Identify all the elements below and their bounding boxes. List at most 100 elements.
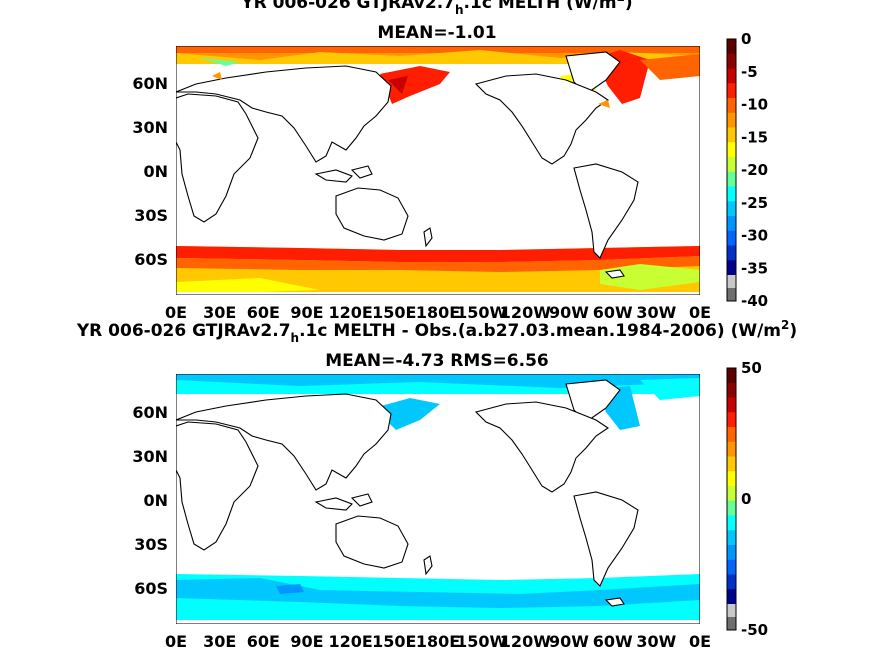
colorbar-swatch (727, 127, 736, 143)
colorbar-swatch (727, 98, 736, 114)
colorbar-swatch (727, 53, 736, 69)
lon-label: 60E (247, 632, 280, 651)
colorbar-swatch (727, 427, 736, 443)
lat-label: 60N (132, 74, 168, 93)
colorbar-swatch (727, 216, 736, 232)
colorbar-tick-label: -50 (741, 621, 768, 639)
lon-label: 0E (689, 303, 711, 322)
colorbar-swatch (727, 589, 736, 605)
colorbar-swatch (727, 230, 736, 246)
colorbar-tick-label: -20 (741, 161, 768, 179)
lat-label: 30N (132, 118, 168, 137)
bottom-panel-title: YR 006-026 GTJRAv2.7h.1c MELTH - Obs.(a.… (76, 318, 797, 345)
colorbar-tick-label: -15 (741, 128, 768, 146)
colorbar-swatch (727, 245, 736, 261)
colorbar-undef-swatch (727, 604, 736, 617)
lon-label: 30E (203, 303, 236, 322)
lon-label: 150W (456, 303, 507, 322)
colorbar-swatch (727, 157, 736, 173)
colorbar-undef-swatch (727, 275, 736, 288)
colorbar-swatch (727, 68, 736, 84)
lon-label: 90E (290, 632, 323, 651)
bottom-panel-subtitle: MEAN=-4.73 RMS=6.56 (325, 351, 549, 371)
lat-label: 60S (134, 579, 168, 598)
colorbar-tick-label: 50 (741, 359, 762, 377)
top-panel-title: YR 006-026 GTJRAv2.7h.1c MELTH (W/m2) (240, 0, 632, 17)
colorbar-swatch (727, 545, 736, 561)
lat-label: 0N (143, 162, 168, 181)
lon-label: 30W (636, 303, 676, 322)
colorbar-frame (726, 38, 737, 302)
lon-label: 0E (165, 303, 187, 322)
lon-label: 30E (203, 632, 236, 651)
colorbar-undef-swatch (727, 617, 736, 630)
colorbar-frame (726, 367, 737, 631)
bottom-map (176, 374, 700, 624)
lon-label: 120W (500, 632, 551, 651)
colorbar-tick-label: 0 (741, 490, 751, 508)
lat-label: 0N (143, 491, 168, 510)
lat-label: 30S (134, 535, 168, 554)
colorbar-tick-label: -40 (741, 292, 768, 310)
lon-label: 150W (456, 632, 507, 651)
lon-label: 180E (416, 632, 460, 651)
colorbar-swatch (727, 574, 736, 590)
colorbar-tick-label: -25 (741, 194, 768, 212)
colorbar-swatch (727, 142, 736, 158)
colorbar-swatch (727, 186, 736, 202)
colorbar-swatch (727, 471, 736, 487)
bottom-lat-labels: 60N 30N 0N 30S 60S (132, 403, 168, 598)
lon-label: 30W (636, 632, 676, 651)
lon-label: 180E (416, 303, 460, 322)
colorbar-swatch (727, 397, 736, 413)
top-panel-subtitle: MEAN=-1.01 (377, 23, 496, 43)
lon-label: 60W (593, 632, 633, 651)
colorbar-swatch (727, 515, 736, 531)
colorbar-tick-label: -5 (741, 63, 758, 81)
colorbar-swatch (727, 382, 736, 398)
lon-label: 0E (689, 632, 711, 651)
colorbar-swatch (727, 456, 736, 472)
lon-label: 60W (593, 303, 633, 322)
lat-label: 30N (132, 447, 168, 466)
colorbar-tick-label: -35 (741, 259, 768, 277)
lon-label: 150E (372, 632, 416, 651)
lat-label: 60N (132, 403, 168, 422)
colorbar-swatch (727, 39, 736, 55)
lon-label: 90W (549, 303, 589, 322)
colorbar-swatch (727, 260, 736, 276)
colorbar-swatch (727, 559, 736, 575)
colorbar-tick-label: -10 (741, 96, 768, 114)
lon-label: 120E (329, 303, 373, 322)
colorbar-swatch (727, 368, 736, 384)
lat-label: 60S (134, 250, 168, 269)
top-lat-labels: 60N 30N 0N 30S 60S (132, 74, 168, 269)
colorbar-tick-label: -30 (741, 227, 768, 245)
lon-label: 0E (165, 632, 187, 651)
lat-label: 30S (134, 206, 168, 225)
colorbar-swatch (727, 83, 736, 99)
colorbar-swatch (727, 201, 736, 217)
bottom-panel: YR 006-026 GTJRAv2.7h.1c MELTH - Obs.(a.… (76, 318, 797, 651)
colorbar-swatch (727, 171, 736, 187)
colorbar-tick-label: 0 (741, 30, 751, 48)
lon-label: 90W (549, 632, 589, 651)
top-map (176, 46, 700, 295)
lon-label: 60E (247, 303, 280, 322)
lon-label: 150E (372, 303, 416, 322)
lon-label: 120E (329, 632, 373, 651)
top-panel: YR 006-026 GTJRAv2.7h.1c MELTH (W/m2) ME… (132, 0, 768, 322)
colorbar-swatch (727, 530, 736, 546)
colorbar-swatch (727, 500, 736, 516)
colorbar-swatch (727, 486, 736, 502)
colorbar-undef-swatch (727, 288, 736, 301)
colorbar-swatch (727, 112, 736, 128)
lon-label: 90E (290, 303, 323, 322)
colorbar-swatch (727, 412, 736, 428)
bottom-colorbar: 50 0 -50 (726, 359, 768, 639)
lon-label: 120W (500, 303, 551, 322)
colorbar-swatch (727, 441, 736, 457)
